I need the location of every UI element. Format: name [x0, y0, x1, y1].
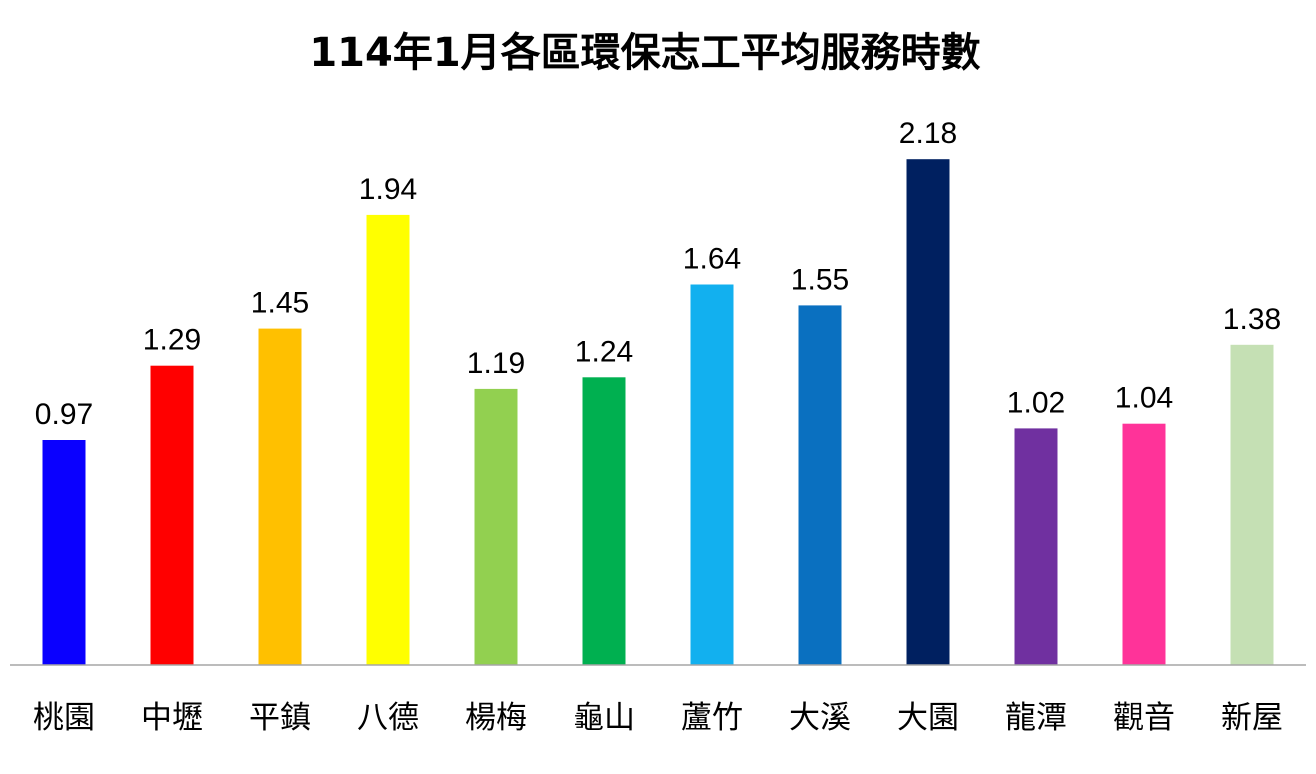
data-label-平鎮: 1.45 — [251, 287, 309, 320]
x-tick-labels-group: 桃園 中壢 平鎮 八德 楊梅 龜山 蘆竹 大溪 大園 龍潭 觀音 新屋 — [33, 700, 1283, 736]
bar-大園 — [906, 159, 950, 665]
x-tick-label-新屋: 新屋 — [1221, 700, 1283, 736]
x-tick-label-楊梅: 楊梅 — [465, 700, 527, 736]
x-tick-label-八德: 八德 — [357, 700, 419, 736]
bar-大溪 — [798, 305, 842, 665]
x-tick-label-中壢: 中壢 — [141, 700, 203, 736]
chart-title: 114年1月各區環保志工平均服務時數 — [309, 30, 980, 76]
bar-平鎮 — [258, 328, 302, 665]
bar-龍潭 — [1014, 428, 1058, 665]
data-label-中壢: 1.29 — [143, 324, 201, 357]
bar-楊梅 — [474, 388, 518, 665]
data-label-龜山: 1.24 — [575, 335, 633, 368]
x-tick-label-蘆竹: 蘆竹 — [681, 700, 743, 736]
bar-蘆竹 — [690, 284, 734, 665]
x-tick-label-大園: 大園 — [897, 700, 959, 736]
data-label-蘆竹: 1.64 — [683, 243, 741, 276]
data-label-龍潭: 1.02 — [1007, 386, 1065, 419]
x-tick-label-龍潭: 龍潭 — [1005, 700, 1067, 736]
x-tick-label-觀音: 觀音 — [1113, 700, 1175, 736]
x-tick-label-大溪: 大溪 — [789, 700, 851, 736]
data-label-桃園: 0.97 — [35, 398, 93, 431]
x-tick-label-桃園: 桃園 — [33, 700, 95, 736]
bars-group — [42, 159, 1274, 665]
data-label-大溪: 1.55 — [791, 263, 849, 296]
bar-新屋 — [1230, 344, 1274, 665]
data-label-八德: 1.94 — [359, 173, 417, 206]
data-label-觀音: 1.04 — [1115, 382, 1173, 415]
bar-桃園 — [42, 440, 86, 665]
x-tick-label-龜山: 龜山 — [573, 700, 635, 736]
data-labels-group: 0.97 1.29 1.45 1.94 1.19 1.24 1.64 1.55 2.18 1.02… — [35, 117, 1281, 431]
bar-八德 — [366, 214, 410, 665]
data-label-楊梅: 1.19 — [467, 347, 525, 380]
bar-龜山 — [582, 377, 626, 665]
bar-觀音 — [1122, 423, 1166, 665]
data-label-大園: 2.18 — [899, 117, 957, 150]
data-label-新屋: 1.38 — [1223, 303, 1281, 336]
bar-中壢 — [150, 365, 194, 665]
x-tick-label-平鎮: 平鎮 — [249, 700, 311, 736]
